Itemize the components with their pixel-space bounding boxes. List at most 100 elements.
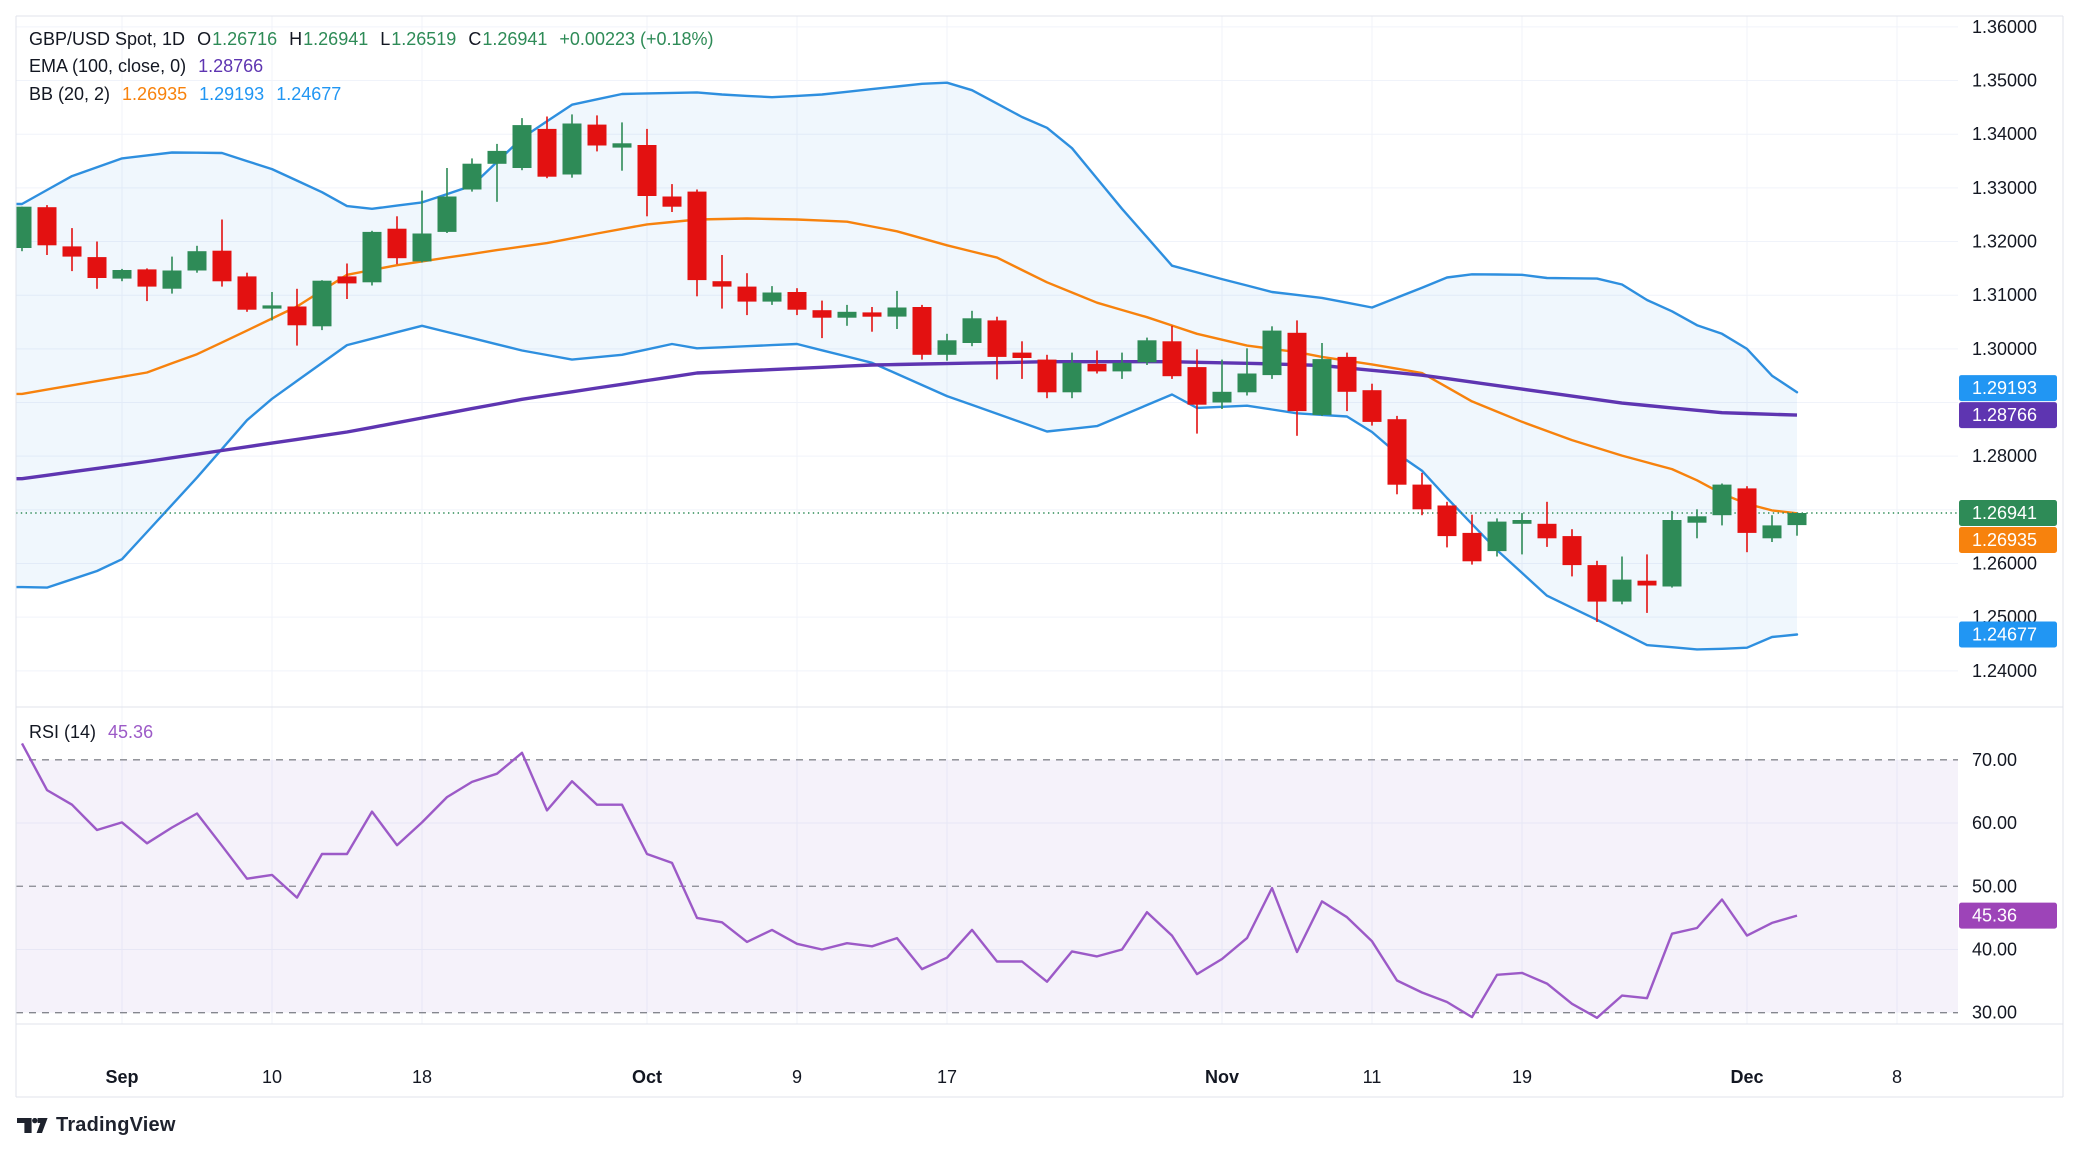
candle-up (1662, 520, 1682, 587)
price-badge-bg (1959, 500, 2057, 527)
candle-down (862, 312, 882, 317)
price-badge-text: 1.24677 (1972, 624, 2037, 644)
candle-up (962, 318, 982, 343)
ohlc-low-value: 1.26519 (391, 29, 457, 49)
candle-up (1262, 330, 1282, 376)
price-axis-label: 1.24000 (1972, 661, 2037, 681)
candle-up (1512, 520, 1532, 524)
rsi-value: 45.36 (108, 722, 154, 742)
rsi-axis-label: 40.00 (1972, 939, 2017, 959)
candle-down (1587, 565, 1607, 602)
candle-up (887, 307, 907, 317)
price-axis-label: 1.34000 (1972, 124, 2037, 144)
ohlc-high-label: H (289, 29, 303, 49)
price-badge-text: 1.26935 (1972, 530, 2037, 550)
candle-down (237, 276, 257, 310)
candle-down (1037, 359, 1057, 393)
candle-up (1312, 359, 1332, 415)
price-badge: 1.26935 (1959, 527, 2057, 554)
ohlc-close: C 1.26941 (468, 30, 547, 48)
time-axis-label: 9 (792, 1067, 802, 1087)
candle-up (512, 125, 532, 168)
rsi-pane[interactable] (16, 742, 1958, 1019)
time-axis-label: 8 (1892, 1067, 1902, 1087)
time-axis-label: 10 (262, 1067, 282, 1087)
candle-down (1187, 367, 1207, 405)
candle-down (1087, 363, 1107, 372)
candle-up (1712, 484, 1732, 516)
price-pane[interactable] (13, 81, 1959, 651)
candle-down (537, 128, 557, 177)
price-badge-text: 1.26941 (1972, 503, 2037, 523)
candle-up (1062, 362, 1082, 393)
candle-up (937, 340, 957, 355)
candle-down (212, 250, 232, 282)
candle-down (1537, 523, 1557, 539)
candle-down (1362, 390, 1382, 422)
ohlc-high: H 1.26941 (289, 30, 368, 48)
candle-down (812, 310, 832, 318)
price-axis-label: 1.36000 (1972, 17, 2037, 37)
candle-down (1412, 484, 1432, 510)
time-axis-label: 17 (937, 1067, 957, 1087)
candle-down (1162, 341, 1182, 377)
ema-value: 1.28766 (198, 56, 264, 76)
candle-up (1137, 340, 1157, 363)
time-axis-label: 19 (1512, 1067, 1532, 1087)
candle-down (62, 246, 82, 257)
candle-up (112, 270, 132, 279)
price-axis-label: 1.35000 (1972, 71, 2037, 91)
bb-label: BB (20, 2) (29, 84, 111, 104)
candle-down (1012, 352, 1032, 358)
candle-down (337, 276, 357, 284)
rsi-axis-label: 30.00 (1972, 1003, 2017, 1023)
time-axis-label: Oct (632, 1067, 662, 1087)
legend-ema-row[interactable]: EMA (100, close, 0) 1.28766 (29, 57, 263, 75)
candle-down (1337, 356, 1357, 392)
bb-upper-line (16, 81, 1799, 394)
ema-line (16, 360, 1798, 481)
price-badge: 1.26941 (1959, 500, 2057, 527)
candle-up (1687, 516, 1707, 523)
rsi-badge: 45.36 (1959, 902, 2057, 929)
rsi-badge-text: 45.36 (1972, 906, 2017, 926)
candle-down (637, 145, 657, 196)
candle-up (1487, 521, 1507, 552)
tradingview-logo-icon (17, 1117, 48, 1133)
candle-down (912, 307, 932, 355)
candle-down (87, 257, 107, 278)
candle-down (662, 196, 682, 207)
rsi-axis-label: 60.00 (1972, 813, 2017, 833)
legend-symbol-row[interactable]: GBP/USD Spot, 1D O 1.26716 H 1.26941 L 1.26… (29, 30, 714, 48)
legend-bb-row[interactable]: BB (20, 2) 1.26935 1.29193 1.24677 (29, 85, 341, 103)
candle-up (762, 292, 782, 302)
price-axis[interactable]: 1.36000 1.35000 1.34000 1.33000 1.32000 1.310… (1959, 17, 2057, 681)
change-value: +0.00223 (+0.18%) (559, 29, 714, 49)
price-axis-label: 1.30000 (1972, 339, 2037, 359)
bb-basis-value: 1.26935 (122, 84, 188, 104)
candles (16, 114, 1807, 622)
candle-down (387, 228, 407, 259)
legend-rsi-row[interactable]: RSI (14) 45.36 (29, 723, 153, 741)
candle-down (787, 292, 807, 310)
candle-up (1112, 362, 1132, 372)
candle-up (412, 233, 432, 262)
rsi-axis[interactable]: 70.00 60.00 50.00 40.00 30.00 45.36 (1959, 750, 2057, 1023)
ohlc-close-label: C (468, 29, 482, 49)
candle-down (987, 320, 1007, 357)
candle-up (262, 305, 282, 309)
candle-up (562, 123, 582, 175)
candle-up (312, 280, 332, 327)
price-badge: 1.28766 (1959, 402, 2057, 429)
candle-up (612, 143, 632, 148)
candle-up (837, 311, 857, 318)
candle-down (1562, 536, 1582, 566)
candle-down (1737, 488, 1757, 533)
time-axis[interactable]: Sep 10 18 Oct 9 17 Nov 11 19 Dec 8 (105, 1067, 1902, 1087)
tradingview-logo[interactable]: TradingView (17, 1114, 176, 1137)
ohlc-open: O 1.26716 (197, 30, 277, 48)
ohlc-open-label: O (197, 29, 212, 49)
bb-lower-value: 1.24677 (276, 84, 342, 104)
